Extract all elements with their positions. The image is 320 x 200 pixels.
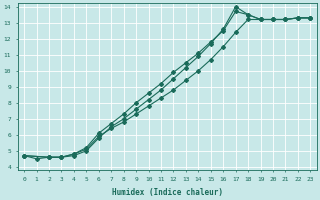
X-axis label: Humidex (Indice chaleur): Humidex (Indice chaleur) bbox=[112, 188, 223, 197]
